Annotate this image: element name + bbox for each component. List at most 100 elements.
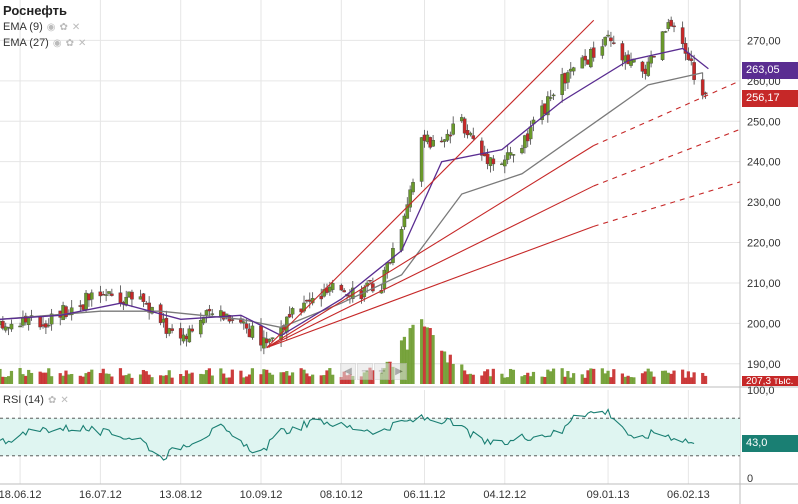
scroll-right-icon[interactable]: ▶ [391, 363, 407, 380]
candle-body [239, 318, 243, 323]
volume-bar [589, 368, 593, 384]
volume-bar [24, 375, 28, 384]
volume-bar [299, 368, 303, 384]
ema-lines [0, 47, 709, 337]
candle-body [520, 148, 524, 154]
candle-body [210, 313, 215, 315]
volume-bar [566, 371, 570, 384]
close-icon[interactable]: ✕ [60, 394, 69, 406]
trendline [266, 19, 595, 349]
volume-bar [402, 336, 407, 384]
candle-body [640, 61, 645, 72]
candle-body [150, 306, 154, 314]
candle-body [391, 248, 395, 263]
date-tick-label: 09.01.13 [587, 489, 630, 501]
volume-bar [302, 369, 306, 384]
candle-body [244, 323, 249, 329]
volume-bar [442, 351, 447, 384]
volume-bar [222, 373, 226, 384]
eye-icon[interactable]: ◉ [46, 21, 56, 33]
indicator-rsi[interactable]: RSI (14) ✿ ✕ [3, 394, 69, 406]
volume-bar [606, 370, 610, 384]
candle-body [442, 139, 447, 142]
rsi-label: RSI (14) [3, 394, 44, 406]
eye-icon[interactable]: ◉ [52, 37, 62, 49]
close-icon[interactable]: ✕ [77, 37, 87, 49]
volume-bar [239, 370, 243, 384]
zoom-out-icon[interactable]: − [357, 363, 373, 380]
volume-bar [224, 377, 229, 384]
volume-bar [184, 370, 189, 384]
volume-bar [359, 376, 363, 384]
volume-bar [511, 369, 516, 384]
indicator-ema9[interactable]: EMA (9) ◉ ✿ ✕ [3, 21, 80, 33]
candle-body [591, 47, 596, 58]
close-icon[interactable]: ✕ [71, 21, 81, 33]
volume-bar [127, 373, 131, 384]
volume-bar [98, 373, 102, 384]
volume-bar [159, 375, 163, 384]
candle-body [49, 313, 54, 325]
zoom-in-icon[interactable]: + [374, 363, 390, 380]
candle-body [663, 31, 668, 33]
gear-icon[interactable]: ✿ [59, 21, 68, 33]
trendline-extension [593, 128, 741, 187]
volume-bar [181, 376, 186, 384]
volume-bar [672, 370, 676, 384]
volume-bar [147, 374, 151, 384]
scroll-left-icon[interactable]: ◀ [340, 363, 356, 380]
volume-bar [692, 372, 696, 384]
candle-body [270, 337, 275, 340]
candle-body [207, 308, 212, 312]
candle-body [230, 319, 235, 321]
candle-body [692, 62, 696, 80]
candle-body [580, 57, 585, 69]
volume-bar [288, 375, 292, 384]
volume-bar [520, 376, 524, 384]
candle-body [680, 27, 685, 44]
candle-body [546, 96, 550, 116]
volume-bar [471, 374, 475, 384]
volume-bar [388, 361, 392, 384]
candle-body [528, 126, 533, 140]
candle-body [606, 34, 610, 37]
volume-bar [87, 371, 91, 384]
gear-icon[interactable]: ✿ [65, 37, 74, 49]
ema9-label: EMA (9) [3, 21, 43, 33]
volume-bar [38, 371, 42, 384]
date-tick-label: 06.02.13 [667, 489, 710, 501]
date-tick-label: 16.07.12 [79, 489, 122, 501]
candle-body [64, 306, 68, 317]
volume-bar [560, 368, 564, 384]
candle-body [611, 42, 616, 44]
candle-body [609, 37, 613, 42]
volume-bar [626, 375, 630, 384]
volume-bar [207, 368, 211, 384]
volume-bar [646, 368, 650, 384]
candle-body [408, 189, 412, 208]
candle-body [589, 49, 593, 68]
volume-bar [640, 373, 645, 384]
volume-bar [319, 375, 323, 384]
volume-bar [322, 375, 326, 384]
price-tick-label: 190,00 [747, 359, 781, 371]
volume-bar [669, 373, 673, 384]
volume-bar [285, 371, 289, 384]
volume-bar [61, 375, 65, 384]
volume-bar [84, 373, 88, 384]
volume-bar [245, 376, 249, 384]
date-tick-label: 06.11.12 [403, 489, 445, 501]
date-tick-label: 13.08.12 [159, 489, 202, 501]
candle-body [491, 158, 496, 165]
navigation-bar[interactable]: ◀ − + ▶ [340, 363, 407, 380]
gear-icon[interactable]: ✿ [47, 394, 57, 406]
candle-body [104, 294, 108, 296]
indicator-ema27[interactable]: EMA (27) ◉ ✿ ✕ [3, 37, 86, 49]
volume-bar [250, 368, 255, 384]
candle-body [700, 79, 705, 96]
volume-bar [44, 372, 48, 384]
volume-bar [563, 376, 567, 384]
candle-body [385, 262, 390, 273]
volume-bar [110, 376, 114, 384]
